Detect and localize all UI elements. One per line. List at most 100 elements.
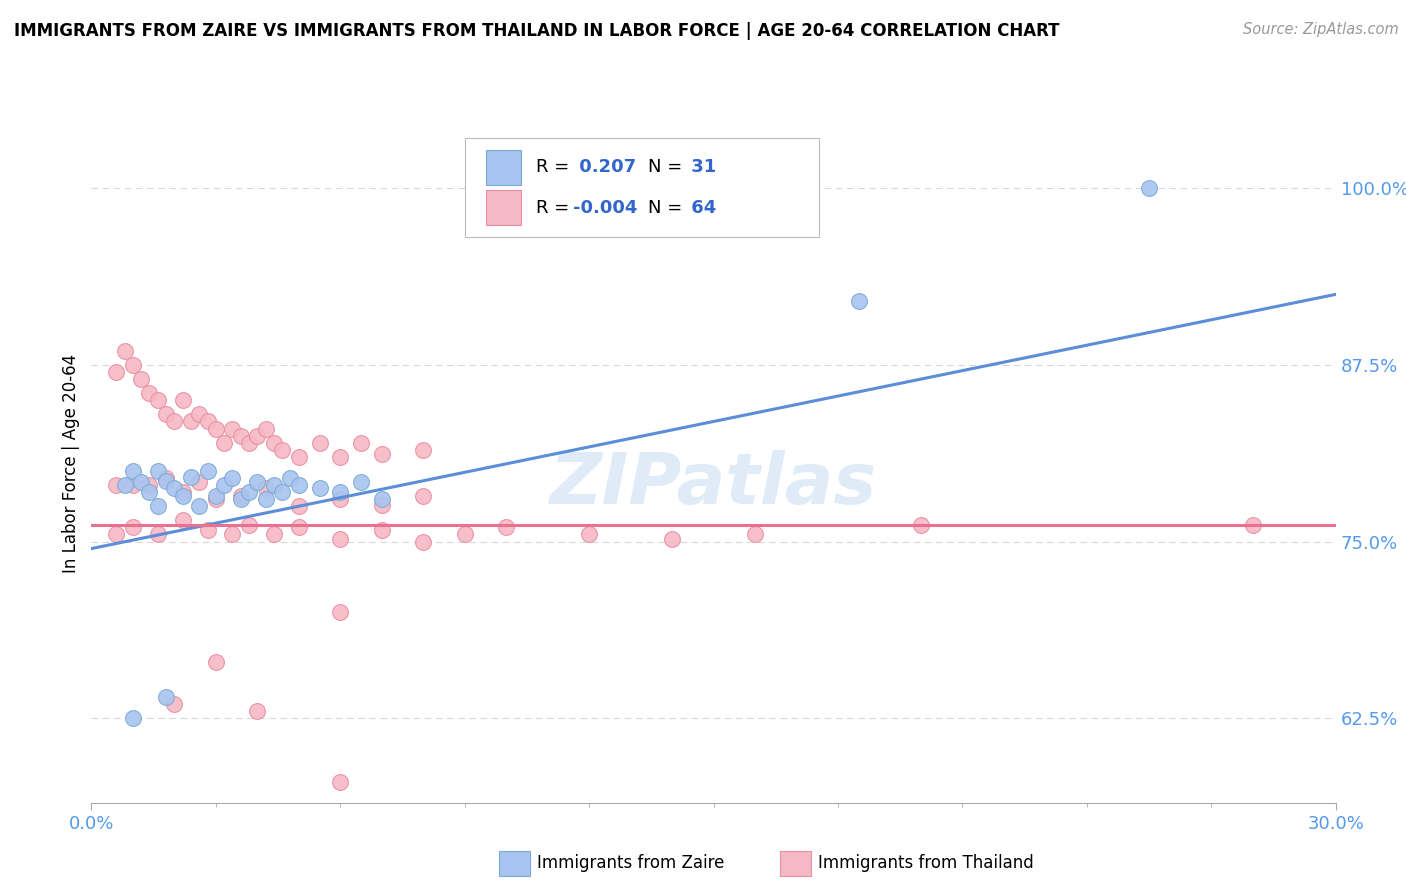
Point [246, 428, 269, 442]
Text: 0.207: 0.207 [572, 159, 636, 177]
Point [371, 447, 394, 461]
Point [163, 481, 186, 495]
Point [744, 527, 766, 541]
Point [163, 414, 186, 429]
Text: 31: 31 [685, 159, 716, 177]
Point [221, 471, 243, 485]
Point [205, 489, 228, 503]
Point [238, 485, 260, 500]
Point [280, 471, 302, 485]
Point [287, 499, 309, 513]
Point [371, 523, 394, 537]
Point [661, 532, 683, 546]
Point [188, 408, 211, 422]
Point [212, 435, 235, 450]
Point [848, 294, 870, 309]
Point [578, 527, 600, 541]
Point [329, 485, 352, 500]
Point [287, 478, 309, 492]
Text: N =: N = [648, 159, 688, 177]
Point [308, 435, 330, 450]
Point [287, 520, 309, 534]
Point [138, 478, 160, 492]
Point [254, 421, 277, 435]
Point [129, 475, 152, 490]
Text: IMMIGRANTS FROM ZAIRE VS IMMIGRANTS FROM THAILAND IN LABOR FORCE | AGE 20-64 COR: IMMIGRANTS FROM ZAIRE VS IMMIGRANTS FROM… [14, 22, 1060, 40]
Point [271, 485, 294, 500]
Point [238, 517, 260, 532]
Point [329, 532, 352, 546]
Point [172, 513, 194, 527]
Point [1137, 181, 1160, 195]
Text: 64: 64 [685, 199, 716, 217]
Point [221, 527, 243, 541]
Point [205, 492, 228, 507]
Point [246, 475, 269, 490]
Point [146, 393, 169, 408]
Point [246, 704, 269, 718]
Bar [486, 150, 520, 185]
Point [329, 774, 352, 789]
Point [229, 428, 252, 442]
Point [146, 464, 169, 478]
Point [172, 485, 194, 500]
Point [172, 393, 194, 408]
Point [155, 471, 177, 485]
Point [229, 489, 252, 503]
Point [155, 408, 177, 422]
Point [329, 450, 352, 464]
Point [212, 478, 235, 492]
Point [188, 475, 211, 490]
Point [254, 481, 277, 495]
Point [1241, 517, 1264, 532]
Point [495, 520, 517, 534]
Y-axis label: In Labor Force | Age 20-64: In Labor Force | Age 20-64 [62, 354, 80, 574]
Point [172, 489, 194, 503]
Text: -0.004: -0.004 [572, 199, 637, 217]
Point [197, 523, 219, 537]
Point [254, 492, 277, 507]
Point [138, 386, 160, 401]
Point [121, 358, 145, 372]
Point [910, 517, 932, 532]
Bar [486, 190, 520, 226]
Text: Source: ZipAtlas.com: Source: ZipAtlas.com [1243, 22, 1399, 37]
Point [453, 527, 475, 541]
Point [263, 527, 285, 541]
Text: N =: N = [648, 199, 688, 217]
Point [308, 481, 330, 495]
Point [146, 527, 169, 541]
Point [114, 343, 136, 358]
Point [197, 464, 219, 478]
Point [263, 435, 285, 450]
Point [163, 697, 186, 711]
Point [188, 499, 211, 513]
Text: ZIPatlas: ZIPatlas [550, 450, 877, 518]
Point [121, 711, 145, 725]
Point [350, 475, 373, 490]
Text: R =: R = [536, 199, 575, 217]
Point [205, 421, 228, 435]
Point [229, 492, 252, 507]
Point [271, 442, 294, 457]
Point [155, 690, 177, 704]
Text: R =: R = [536, 159, 575, 177]
Point [138, 485, 160, 500]
Point [238, 435, 260, 450]
Point [371, 492, 394, 507]
Point [121, 478, 145, 492]
Point [221, 421, 243, 435]
Point [350, 435, 373, 450]
Point [105, 365, 128, 379]
Point [287, 450, 309, 464]
Point [180, 469, 202, 483]
Point [146, 499, 169, 513]
Point [329, 492, 352, 507]
Point [197, 414, 219, 429]
Point [114, 478, 136, 492]
Point [121, 520, 145, 534]
Point [263, 478, 285, 492]
Point [129, 372, 152, 386]
FancyBboxPatch shape [464, 138, 820, 236]
Point [155, 474, 177, 488]
